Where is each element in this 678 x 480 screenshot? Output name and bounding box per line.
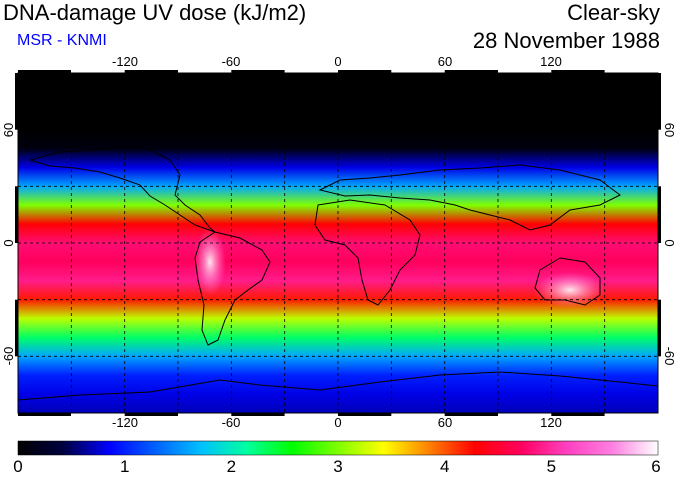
map-title: DNA-damage UV dose (kJ/m2) [3, 0, 307, 25]
coast-africa [314, 199, 421, 306]
lat-tick-left: 0 [1, 239, 16, 247]
date-label: 28 November 1988 [472, 28, 660, 53]
coastlines [18, 145, 658, 401]
lon-tick-top: 0 [334, 54, 342, 69]
lon-tick-bottom: -120 [111, 415, 139, 430]
coast-antarctica [18, 371, 658, 401]
coast-europe-asia [318, 164, 621, 231]
colorbar-tick: 4 [439, 457, 450, 476]
lon-tick-top: -60 [221, 54, 241, 69]
lon-tick-bottom: 60 [437, 415, 453, 430]
frame-ticks [15, 70, 661, 416]
lon-tick-top: 120 [540, 54, 562, 69]
australia-hotspot [534, 272, 606, 308]
colorbar-tick: 0 [13, 457, 23, 476]
lat-tick-right: -60 [662, 346, 677, 366]
lon-tick-bottom: 120 [540, 415, 562, 430]
colorbar-tick: 6 [651, 457, 661, 476]
lon-tick-bottom: 0 [334, 415, 342, 430]
lat-tick-right: 0 [662, 239, 677, 247]
colorbar-tick: 1 [119, 457, 130, 476]
colorbar-tick: 3 [333, 457, 343, 476]
lon-tick-top: -120 [111, 54, 139, 69]
coast-australia [534, 257, 601, 306]
coast-south-america [194, 231, 271, 346]
colorbar-tick: 2 [226, 457, 237, 476]
source-label: MSR - KNMI [17, 32, 107, 49]
lat-tick-left: -60 [1, 346, 16, 366]
colorbar [17, 440, 659, 456]
graticule [18, 73, 658, 413]
sky-condition-label: Clear-sky [567, 0, 660, 25]
coast-north-america [28, 145, 216, 233]
lat-tick-right: 60 [662, 122, 677, 138]
lon-tick-top: 60 [437, 54, 453, 69]
colorbar-tick: 5 [546, 457, 557, 476]
lon-tick-bottom: -60 [221, 415, 241, 430]
lat-tick-left: 60 [1, 122, 16, 138]
andes-hotspot [194, 228, 226, 296]
